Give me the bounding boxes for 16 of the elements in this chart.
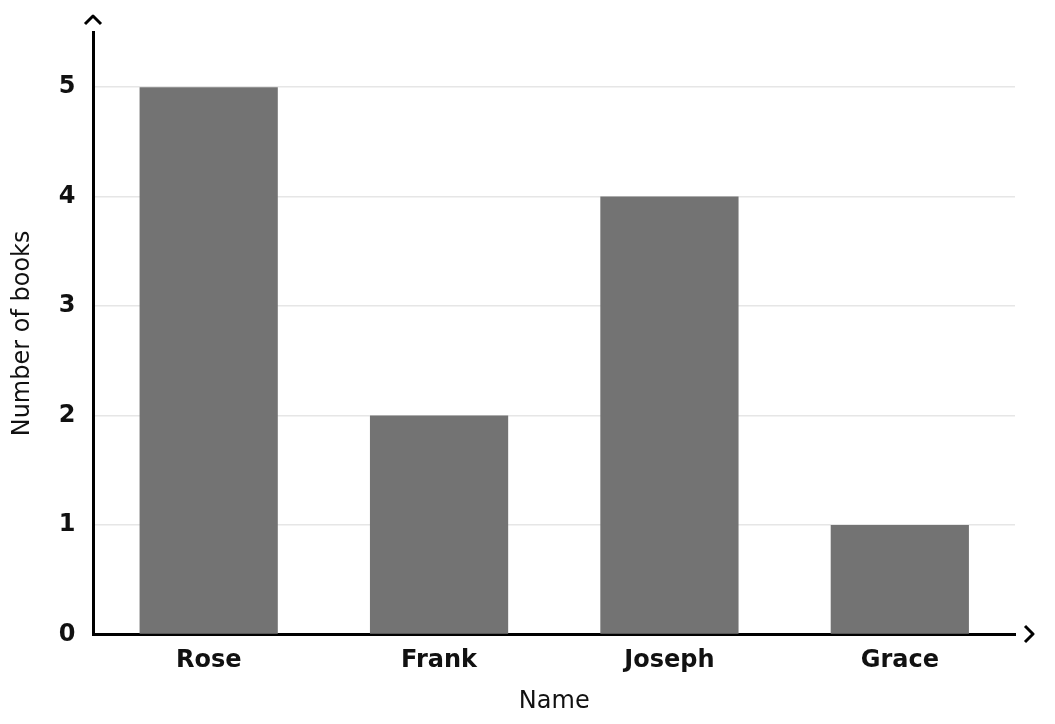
- bar: [139, 87, 278, 634]
- y-tick-label: 2: [58, 399, 76, 428]
- y-tick-label: 5: [58, 71, 76, 100]
- x-tick-label: Rose: [175, 645, 242, 674]
- bar: [600, 196, 739, 634]
- x-tick-label: Joseph: [622, 645, 715, 674]
- y-axis-title: Number of books: [6, 230, 35, 437]
- x-axis-title: Name: [518, 685, 590, 714]
- x-tick-label: Frank: [401, 645, 479, 674]
- bar: [830, 524, 969, 634]
- y-tick-label: 1: [58, 509, 76, 538]
- x-tick-label: Grace: [860, 645, 939, 674]
- y-tick-label: 0: [58, 618, 76, 647]
- y-tick-label: 3: [58, 290, 76, 319]
- y-tick-label: 4: [58, 180, 76, 209]
- bar: [369, 415, 509, 634]
